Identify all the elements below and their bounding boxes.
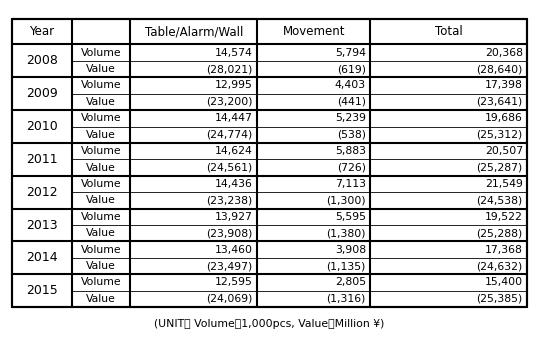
Text: Movement: Movement (282, 25, 345, 38)
Text: 17,368: 17,368 (485, 245, 523, 255)
Text: (28,640): (28,640) (476, 64, 523, 74)
Text: 2014: 2014 (26, 251, 58, 264)
Text: Year: Year (30, 25, 54, 38)
Text: Volume: Volume (81, 212, 122, 222)
Text: (1,380): (1,380) (327, 228, 366, 238)
Text: 5,794: 5,794 (335, 48, 366, 58)
Text: 20,507: 20,507 (485, 146, 523, 156)
Bar (12, 19, 527, 307)
Text: 5,595: 5,595 (335, 212, 366, 222)
Text: Volume: Volume (81, 113, 122, 123)
Text: 21,549: 21,549 (485, 179, 523, 189)
Text: Volume: Volume (81, 245, 122, 255)
Text: (24,561): (24,561) (206, 162, 253, 172)
Text: Table/Alarm/Wall: Table/Alarm/Wall (144, 25, 243, 38)
Text: 13,460: 13,460 (215, 245, 253, 255)
Text: Total: Total (435, 25, 462, 38)
Text: 13,927: 13,927 (215, 212, 253, 222)
Text: (1,316): (1,316) (327, 294, 366, 304)
Text: Volume: Volume (81, 81, 122, 91)
Text: 2009: 2009 (26, 87, 58, 100)
Text: Value: Value (86, 294, 116, 304)
Text: (23,641): (23,641) (476, 97, 523, 107)
Text: (619): (619) (337, 64, 366, 74)
Text: 2010: 2010 (26, 120, 58, 133)
Text: Volume: Volume (81, 179, 122, 189)
Text: 14,447: 14,447 (215, 113, 253, 123)
Text: Value: Value (86, 64, 116, 74)
Text: (24,774): (24,774) (206, 130, 253, 140)
Text: (25,312): (25,312) (476, 130, 523, 140)
Text: Value: Value (86, 261, 116, 271)
Text: 2,805: 2,805 (335, 278, 366, 287)
Text: (23,200): (23,200) (206, 97, 253, 107)
Text: (24,538): (24,538) (476, 195, 523, 205)
Text: Value: Value (86, 162, 116, 172)
Text: (23,497): (23,497) (206, 261, 253, 271)
Text: Volume: Volume (81, 278, 122, 287)
Text: 2008: 2008 (26, 54, 58, 67)
Text: 12,995: 12,995 (215, 81, 253, 91)
Text: 7,113: 7,113 (335, 179, 366, 189)
Text: (1,300): (1,300) (326, 195, 366, 205)
Text: 2015: 2015 (26, 284, 58, 297)
Text: Value: Value (86, 97, 116, 107)
Text: Value: Value (86, 228, 116, 238)
Text: 3,908: 3,908 (335, 245, 366, 255)
Text: 19,522: 19,522 (485, 212, 523, 222)
Text: Value: Value (86, 195, 116, 205)
Text: (726): (726) (337, 162, 366, 172)
Text: (25,288): (25,288) (476, 228, 523, 238)
Text: 15,400: 15,400 (485, 278, 523, 287)
Text: (538): (538) (337, 130, 366, 140)
Text: 14,436: 14,436 (215, 179, 253, 189)
Text: 2013: 2013 (26, 219, 58, 231)
Text: 19,686: 19,686 (485, 113, 523, 123)
Text: 20,368: 20,368 (485, 48, 523, 58)
Text: 5,883: 5,883 (335, 146, 366, 156)
Text: (1,135): (1,135) (327, 261, 366, 271)
Text: 14,624: 14,624 (215, 146, 253, 156)
Text: (23,238): (23,238) (206, 195, 253, 205)
Text: (24,069): (24,069) (206, 294, 253, 304)
Text: (441): (441) (337, 97, 366, 107)
Text: 4,403: 4,403 (335, 81, 366, 91)
Text: (25,385): (25,385) (476, 294, 523, 304)
Text: (23,908): (23,908) (206, 228, 253, 238)
Text: 17,398: 17,398 (485, 81, 523, 91)
Text: (UNIT： Volume；1,000pcs, Value；Million ¥): (UNIT： Volume；1,000pcs, Value；Million ¥) (154, 319, 385, 329)
Text: 2012: 2012 (26, 186, 58, 199)
Text: 2011: 2011 (26, 153, 58, 166)
Text: Value: Value (86, 130, 116, 140)
Text: (25,287): (25,287) (476, 162, 523, 172)
Text: Volume: Volume (81, 48, 122, 58)
Text: (24,632): (24,632) (476, 261, 523, 271)
Text: 12,595: 12,595 (215, 278, 253, 287)
Text: 14,574: 14,574 (215, 48, 253, 58)
Text: 5,239: 5,239 (335, 113, 366, 123)
Text: Volume: Volume (81, 146, 122, 156)
Text: (28,021): (28,021) (206, 64, 253, 74)
